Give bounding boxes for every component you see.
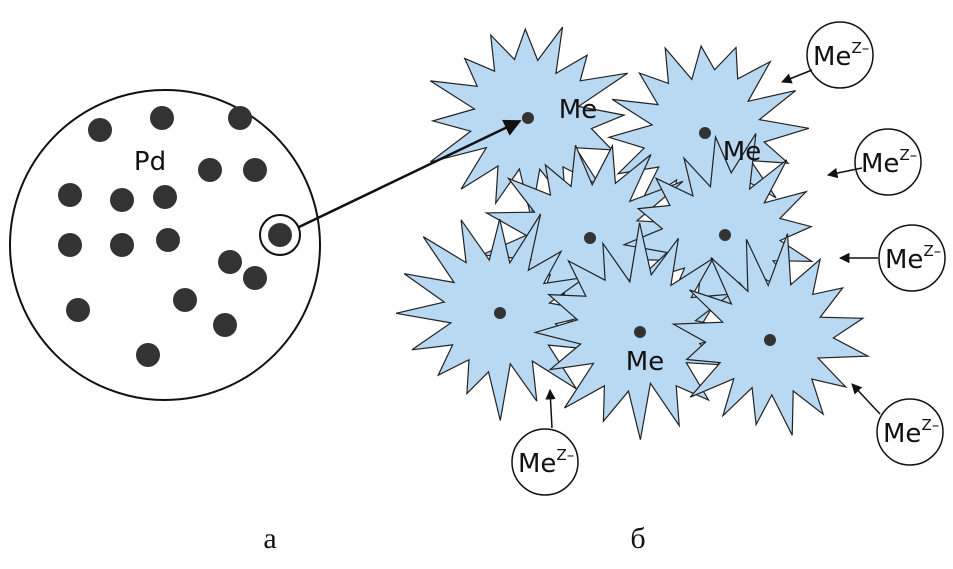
atom-label: Me	[723, 137, 761, 167]
ion-charge: Z–	[851, 39, 869, 57]
ion-charge: Z–	[921, 416, 939, 434]
dot	[110, 233, 134, 257]
dot	[243, 266, 267, 290]
dot	[153, 185, 177, 209]
atom	[699, 127, 711, 139]
ion-base: Me	[518, 449, 556, 479]
dot	[156, 228, 180, 252]
ion-charge: Z–	[556, 446, 574, 464]
atom	[522, 112, 534, 124]
panel-a-label: а	[263, 522, 276, 555]
panel-b	[396, 27, 868, 440]
dot	[58, 233, 82, 257]
panel-a: Pd	[10, 90, 320, 400]
ion-charge: Z–	[899, 146, 917, 164]
atom	[494, 307, 506, 319]
arrow	[852, 384, 880, 414]
ion-base: Me	[813, 42, 851, 72]
dot	[213, 313, 237, 337]
atom-label: Me	[559, 95, 597, 125]
atom	[634, 326, 646, 338]
dot	[228, 106, 252, 130]
panel-b-label: б	[630, 522, 645, 555]
atom	[584, 232, 596, 244]
arrow	[782, 70, 812, 82]
arrow	[299, 121, 520, 227]
ion-base: Me	[883, 419, 921, 449]
atom	[719, 229, 731, 241]
diagram: Pd MeMeMeMeZ–MeZ–MeZ–MeZ–MeZ– а б	[0, 0, 953, 569]
dot	[136, 343, 160, 367]
dot	[66, 298, 90, 322]
atom-label: Me	[626, 347, 664, 377]
arrow	[550, 390, 552, 428]
dot	[110, 188, 134, 212]
ion-base: Me	[885, 245, 923, 275]
dot	[173, 288, 197, 312]
dot	[218, 250, 242, 274]
page: Pd MeMeMeMeZ–MeZ–MeZ–MeZ–MeZ– а б (() =>…	[0, 0, 953, 569]
dot	[150, 106, 174, 130]
ion-charge: Z–	[923, 242, 941, 260]
dot	[243, 158, 267, 182]
particle-label: Pd	[134, 147, 166, 177]
ion-base: Me	[861, 149, 899, 179]
dot	[88, 118, 112, 142]
dot	[58, 183, 82, 207]
dot	[198, 158, 222, 182]
dot	[268, 223, 292, 247]
atom	[764, 334, 776, 346]
